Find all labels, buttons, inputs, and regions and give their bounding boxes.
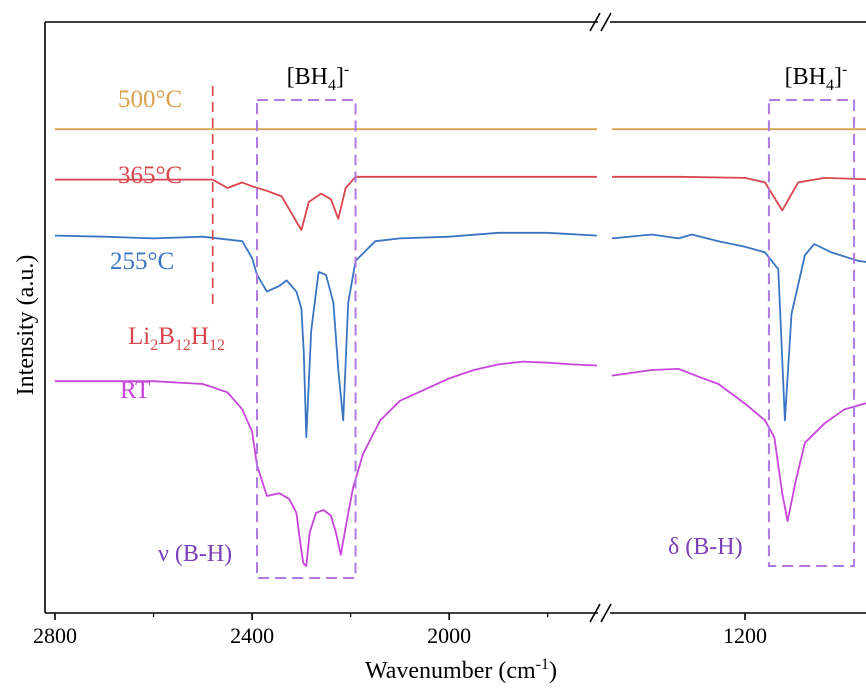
series-365c-right xyxy=(612,175,866,212)
bh4-stretch-box xyxy=(256,99,357,579)
x-axis-title: Wavenumber (cm-1) xyxy=(365,656,557,684)
x-tick-label: 2800 xyxy=(33,623,77,648)
plot-frame xyxy=(44,12,866,623)
axis-break-mark xyxy=(589,603,601,623)
axis-layer: 2800 2400 2000 1200 Wavenumber (cm-1) Intensi… xyxy=(13,255,767,684)
bh4-label-right: [BH4]- xyxy=(785,61,848,94)
annotation-layer: 500°C 365°C 255°C RT Li2B12H12 [BH4]- [BH4]- ν … xyxy=(110,61,856,579)
x-tick-label: 2000 xyxy=(427,623,471,648)
axis-break-mark xyxy=(600,603,612,623)
x-tick-label: 2400 xyxy=(230,623,274,648)
bh4-label-left: [BH4]- xyxy=(287,61,350,94)
axis-break-mark xyxy=(600,12,612,32)
series-rt-right xyxy=(611,368,866,523)
series-365c-label: 365°C xyxy=(118,162,182,189)
y-axis-title: Intensity (a.u.) xyxy=(13,255,39,396)
bend-mode-label: δ (B-H) xyxy=(668,534,743,560)
bh4-bend-box xyxy=(767,99,856,567)
series-500c-label: 500°C xyxy=(118,86,182,113)
series-rt-label: RT xyxy=(120,377,150,404)
series-255c-left xyxy=(54,231,598,439)
series-255c-label: 255°C xyxy=(110,248,174,275)
stretch-mode-label: ν (B-H) xyxy=(158,541,232,567)
series-255c-right xyxy=(611,233,866,422)
series-rt-left xyxy=(55,360,598,567)
x-tick-label: 1200 xyxy=(723,623,767,648)
li2b12h12-label: Li2B12H12 xyxy=(128,323,225,354)
series-layer xyxy=(54,128,866,567)
axis-break-mark xyxy=(589,12,601,32)
